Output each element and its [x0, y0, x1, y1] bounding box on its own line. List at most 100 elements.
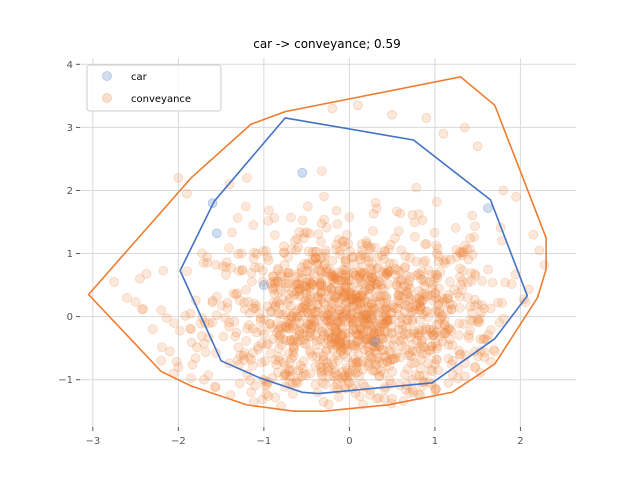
conveyance-point: [413, 209, 424, 219]
conveyance-point: [307, 279, 318, 290]
conveyance-point: [479, 333, 490, 344]
conveyance-point: [379, 368, 389, 379]
conveyance-point: [141, 268, 152, 279]
conveyance-point: [460, 122, 470, 133]
conveyance-point: [444, 323, 455, 334]
conveyance-point: [137, 304, 147, 315]
conveyance-point: [463, 277, 473, 288]
conveyance-point: [431, 269, 441, 280]
conveyance-point: [469, 232, 480, 242]
conveyance-point: [304, 228, 315, 239]
conveyance-point: [458, 247, 469, 258]
conveyance-point: [395, 297, 406, 308]
conveyance-point: [297, 303, 308, 313]
conveyance-point: [387, 327, 397, 338]
conveyance-point: [458, 246, 468, 257]
conveyance-point: [249, 247, 259, 258]
conveyance-point: [187, 359, 198, 370]
conveyance-point: [346, 307, 357, 318]
conveyance-point: [395, 275, 406, 286]
conveyance-point: [319, 365, 329, 376]
conveyance-point: [290, 332, 301, 343]
conveyance-point: [122, 292, 132, 303]
conveyance-point: [344, 332, 355, 342]
conveyance-point: [350, 270, 361, 281]
conveyance-point: [332, 289, 343, 300]
conveyance-point: [382, 265, 393, 275]
conveyance-point: [368, 327, 379, 338]
conveyance-point: [335, 337, 346, 348]
conveyance-point: [436, 312, 446, 323]
conveyance-point: [337, 373, 348, 384]
conveyance-point: [339, 292, 349, 303]
conveyance-point: [301, 330, 312, 341]
conveyance-point: [353, 305, 364, 315]
conveyance-point: [433, 256, 444, 267]
conveyance-point: [340, 271, 351, 281]
conveyance-point: [382, 316, 393, 327]
conveyance-point: [314, 277, 325, 288]
conveyance-point: [221, 262, 231, 272]
conveyance-point: [338, 308, 349, 319]
conveyance-point: [273, 343, 284, 354]
conveyance-point: [344, 297, 355, 308]
conveyance-point: [313, 347, 324, 358]
conveyance-point: [400, 329, 410, 339]
conveyance-point: [364, 319, 375, 330]
conveyance-point: [415, 295, 425, 306]
conveyance-point: [261, 339, 272, 349]
conveyance-point: [239, 355, 249, 365]
conveyance-point: [454, 349, 465, 360]
conveyance-point: [375, 292, 386, 302]
conveyance-point: [430, 288, 441, 299]
conveyance-point: [322, 286, 333, 296]
conveyance-point: [268, 271, 279, 282]
conveyance-point: [297, 307, 308, 318]
conveyance-point: [280, 323, 291, 333]
conveyance-point: [434, 319, 445, 330]
conveyance-point: [275, 278, 286, 288]
conveyance-point: [326, 333, 337, 344]
conveyance-point: [305, 348, 315, 358]
conveyance-point: [332, 309, 342, 320]
conveyance-point: [272, 327, 282, 338]
conveyance-point: [354, 330, 365, 340]
conveyance-point: [284, 364, 295, 375]
conveyance-point: [284, 268, 295, 279]
conveyance-point: [359, 268, 370, 278]
conveyance-point: [380, 270, 390, 281]
conveyance-point: [392, 281, 403, 292]
conveyance-point: [363, 325, 373, 336]
conveyance-point: [190, 353, 201, 363]
conveyance-point: [282, 268, 293, 278]
conveyance-point: [281, 307, 291, 318]
conveyance-point: [288, 341, 299, 352]
conveyance-point: [472, 299, 483, 310]
conveyance-point: [331, 205, 342, 216]
conveyance-point: [325, 306, 336, 317]
conveyance-point: [248, 347, 258, 358]
conveyance-point: [283, 272, 294, 282]
conveyance-point: [465, 268, 476, 278]
conveyance-point: [355, 277, 366, 288]
conveyance-point: [369, 366, 379, 376]
conveyance-point: [351, 362, 362, 373]
conveyance-point: [385, 340, 395, 350]
conveyance-point: [305, 368, 316, 379]
conveyance-point: [262, 301, 273, 312]
conveyance-point: [373, 276, 384, 286]
conveyance-point: [315, 278, 326, 289]
conveyance-point: [289, 323, 300, 334]
conveyance-point: [369, 327, 380, 338]
conveyance-point: [334, 313, 345, 324]
conveyance-point: [394, 317, 405, 328]
conveyance-point: [479, 303, 490, 314]
conveyance-point: [371, 283, 382, 293]
conveyance-point: [327, 271, 338, 281]
conveyance-point: [455, 263, 465, 274]
conveyance-point: [351, 357, 362, 368]
conveyance-point: [335, 338, 346, 348]
conveyance-point: [483, 329, 494, 340]
conveyance-point: [418, 257, 429, 267]
conveyance-point: [287, 320, 298, 331]
